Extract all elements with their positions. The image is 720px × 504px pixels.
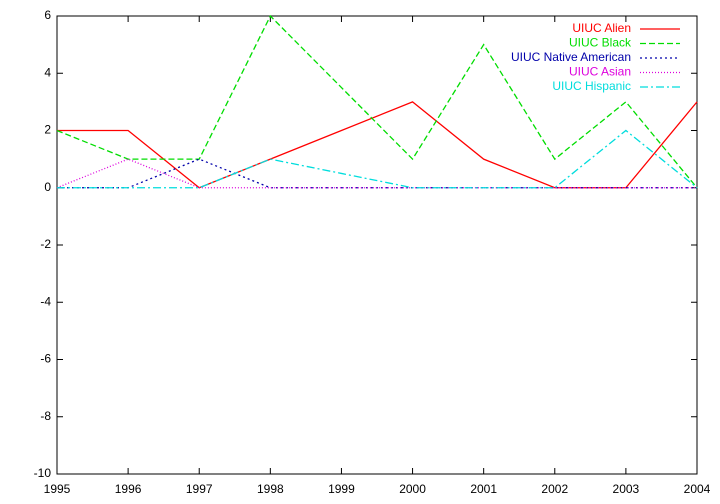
y-tick-label: -2 bbox=[40, 237, 51, 251]
x-tick-label: 1998 bbox=[257, 482, 284, 496]
x-tick-label: 2001 bbox=[470, 482, 497, 496]
x-tick-label: 1999 bbox=[328, 482, 355, 496]
x-tick-label: 2000 bbox=[399, 482, 426, 496]
legend-label: UIUC Asian bbox=[569, 65, 631, 79]
x-tick-label: 1997 bbox=[186, 482, 213, 496]
y-tick-label: -10 bbox=[34, 466, 52, 480]
legend-label: UIUC Black bbox=[569, 36, 632, 50]
legend-label: UIUC Alien bbox=[572, 21, 631, 35]
series-line bbox=[57, 158, 697, 189]
series-line bbox=[56, 158, 697, 189]
x-tick-label: 1996 bbox=[115, 482, 142, 496]
y-tick-label: -8 bbox=[40, 409, 51, 423]
x-tick-label: 2004 bbox=[684, 482, 711, 496]
y-tick-label: -6 bbox=[40, 352, 51, 366]
y-tick-label: 0 bbox=[44, 180, 51, 194]
y-tick-label: 6 bbox=[44, 8, 51, 22]
y-tick-label: 4 bbox=[44, 65, 51, 79]
series-line bbox=[57, 129, 698, 189]
x-tick-label: 2002 bbox=[541, 482, 568, 496]
legend-label: UIUC Native American bbox=[511, 50, 631, 64]
legend-label: UIUC Hispanic bbox=[552, 79, 631, 93]
x-tick-label: 2003 bbox=[613, 482, 640, 496]
series-line bbox=[57, 101, 698, 189]
y-tick-label: 2 bbox=[44, 123, 51, 137]
x-tick-label: 1995 bbox=[44, 482, 71, 496]
series-line bbox=[56, 14, 698, 189]
y-tick-label: -4 bbox=[40, 294, 51, 308]
